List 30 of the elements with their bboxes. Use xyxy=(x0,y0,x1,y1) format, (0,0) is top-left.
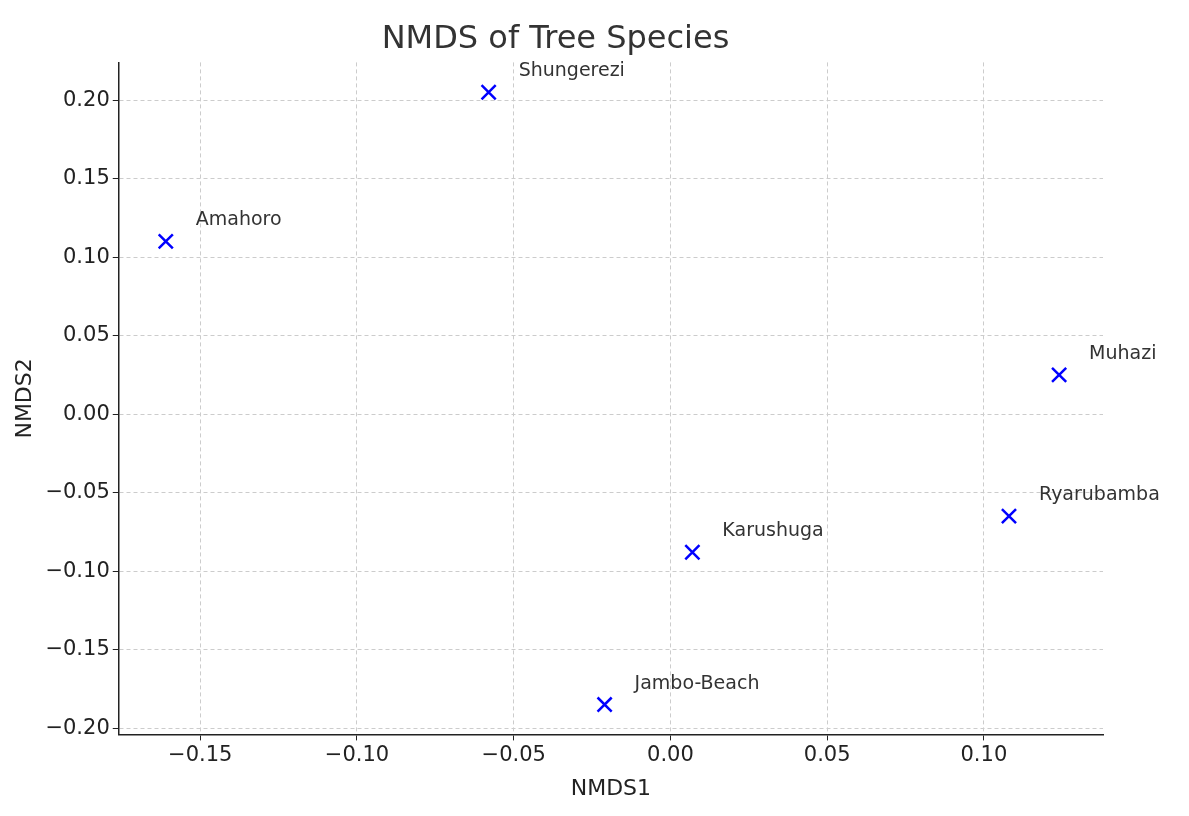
x-tick-label: −0.15 xyxy=(168,742,233,767)
y-tick-label: 0.15 xyxy=(62,165,110,190)
y-tick-label: −0.05 xyxy=(45,479,110,504)
annotation: Shungerezi xyxy=(518,58,625,81)
y-tick-label: −0.20 xyxy=(45,714,110,739)
chart-title: NMDS of Tree Species xyxy=(381,17,730,56)
y-tick-label: −0.15 xyxy=(45,636,110,661)
annotation: Jambo-Beach xyxy=(633,670,760,693)
annotation: Muhazi xyxy=(1089,340,1157,363)
annotation: Ryarubamba xyxy=(1038,482,1160,505)
annotation: Amahoro xyxy=(195,207,282,230)
y-tick-label: 0.10 xyxy=(62,243,110,268)
point xyxy=(157,233,175,250)
y-tick-label: 0.00 xyxy=(62,400,110,425)
point xyxy=(1000,507,1018,525)
x-tick-label: −0.05 xyxy=(481,742,546,767)
y-tick-label: 0.05 xyxy=(62,322,110,347)
x-tick-label: −0.10 xyxy=(324,742,390,767)
x-tick-label: 0.05 xyxy=(803,742,851,767)
y-tick-label: −0.10 xyxy=(45,557,110,582)
y-tick-label: 0.20 xyxy=(62,86,110,111)
y-axis-title: NMDS2 xyxy=(10,358,36,439)
point xyxy=(684,543,701,561)
annotation: Karushuga xyxy=(722,518,824,541)
x-tick-label: 0.10 xyxy=(960,742,1008,767)
point xyxy=(1050,366,1068,384)
point xyxy=(480,83,497,101)
x-axis-title: NMDS1 xyxy=(570,774,652,800)
x-tick-label: 0.00 xyxy=(647,742,694,767)
point xyxy=(596,696,613,713)
